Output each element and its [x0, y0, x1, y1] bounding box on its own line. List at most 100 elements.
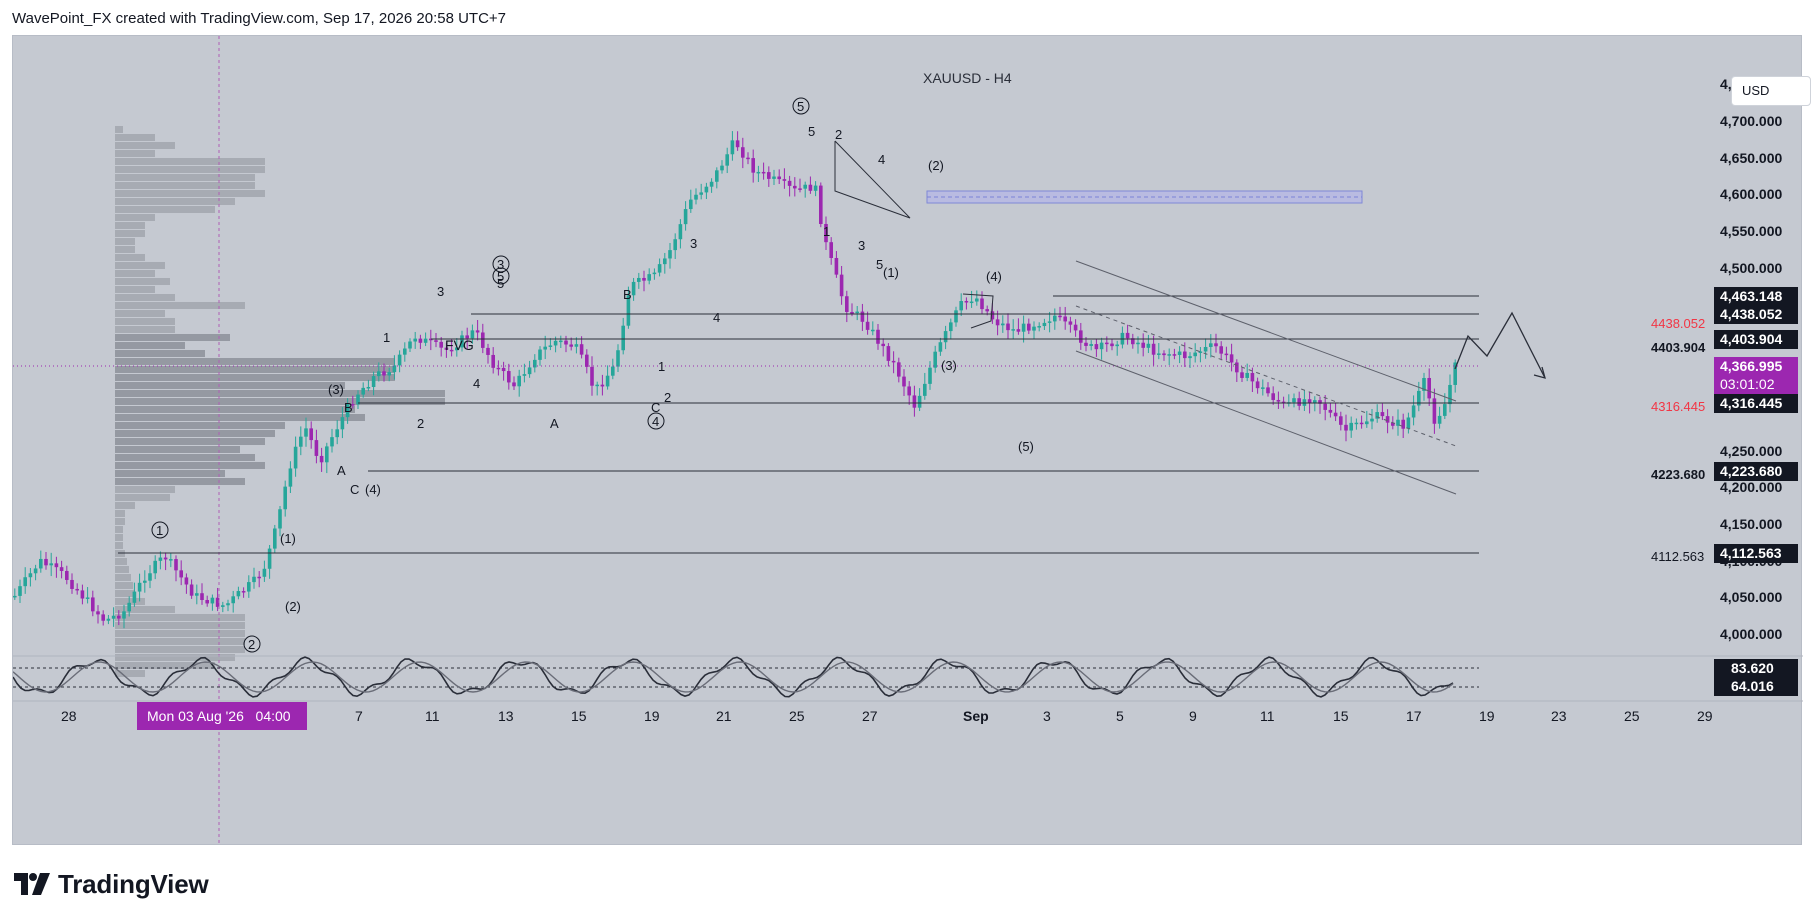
- candle-body: [839, 274, 844, 297]
- candle-body: [1162, 353, 1166, 356]
- oscillator-line-d: [13, 661, 1454, 693]
- candle-body: [538, 349, 542, 360]
- volume-profile-bar: [115, 222, 145, 229]
- candle-body: [1349, 422, 1353, 431]
- wave-label: A: [550, 416, 559, 431]
- volume-profile-bar: [115, 342, 185, 349]
- candle-body: [725, 154, 729, 166]
- candle-body: [153, 560, 157, 574]
- candle-body: [1250, 372, 1255, 382]
- candle-body: [1307, 399, 1312, 403]
- candle-body: [1193, 352, 1197, 357]
- candle-body: [585, 354, 589, 367]
- candle-body: [1401, 419, 1405, 429]
- candle-body: [1011, 329, 1015, 331]
- candle-body: [855, 311, 859, 314]
- candle-body: [579, 344, 584, 355]
- candle-body: [616, 350, 620, 367]
- tradingview-logo[interactable]: TradingView: [14, 867, 209, 901]
- candle-body: [813, 185, 818, 191]
- volume-profile-bar: [115, 166, 265, 173]
- candle-body: [1391, 422, 1395, 426]
- candle-body: [169, 559, 173, 561]
- candle-body: [85, 597, 90, 599]
- candle-body: [637, 277, 641, 282]
- candle-body: [288, 468, 293, 487]
- level-text-red: 4316.445: [1651, 399, 1705, 414]
- volume-profile-bar: [115, 542, 123, 549]
- candle-body: [1084, 342, 1088, 346]
- candle-body: [215, 597, 220, 607]
- volume-profile-bar: [115, 334, 230, 341]
- candle-body: [1255, 381, 1260, 389]
- chart-canvas[interactable]: XAUUSD - H4 4,750.000 4,700.000 4,650.00…: [13, 36, 1803, 846]
- candle-body: [413, 338, 417, 342]
- time-axis[interactable]: 28 7 11 13 15 19 21 25 27 Sep 3 5 9 11 1…: [61, 702, 1713, 730]
- current-price-tag-bg: [1714, 357, 1798, 395]
- candle-body: [631, 281, 636, 296]
- candle-body: [1271, 393, 1275, 400]
- candle-body: [860, 311, 865, 322]
- time-label: 25: [789, 708, 805, 724]
- candle-body: [455, 347, 459, 351]
- candle-body: [1016, 329, 1021, 332]
- candle-body: [356, 394, 360, 405]
- time-label: 13: [498, 708, 514, 724]
- candle-body: [647, 274, 651, 281]
- volume-profile-bar: [115, 390, 445, 397]
- candle-body: [512, 382, 516, 387]
- wave-label: A: [337, 463, 346, 478]
- candle-body: [891, 360, 896, 363]
- candle-body: [782, 179, 787, 181]
- price-axis[interactable]: 4,750.000 4,700.000 4,650.000 4,600.000 …: [1720, 76, 1782, 642]
- candle-body: [1245, 372, 1249, 378]
- level-tag-bg: [1714, 462, 1798, 481]
- volume-profile-bar: [115, 446, 240, 453]
- time-label: 19: [1479, 708, 1495, 724]
- channel-lower: [1075, 350, 1457, 495]
- candle-body: [28, 573, 33, 578]
- volume-profile-bar: [115, 582, 133, 589]
- wave-label: (1): [883, 265, 899, 280]
- price-label: 4,650.000: [1720, 150, 1782, 166]
- candle-body: [626, 295, 631, 326]
- volume-profile-bar: [115, 574, 131, 581]
- circled-wave-marker: [243, 635, 261, 653]
- candle-body: [1229, 354, 1234, 363]
- candle-body: [366, 386, 371, 389]
- candle-body: [995, 319, 1000, 326]
- level-tag-bg: [1714, 544, 1798, 563]
- time-label: 5: [1116, 708, 1124, 724]
- candle-body: [527, 367, 532, 375]
- candle-body: [247, 582, 251, 592]
- candle-body: [1177, 351, 1182, 355]
- wave-label: (2): [285, 599, 301, 614]
- candle-body: [1172, 354, 1177, 356]
- candle-body: [262, 568, 267, 577]
- candle-body: [1365, 421, 1369, 425]
- volume-profile-bar: [115, 302, 245, 309]
- candle-body: [278, 509, 282, 529]
- candle-body: [1058, 315, 1062, 318]
- wave-labels: 5 5 2 4 (2) 1 3 5 (1) (4) (3) (5) 3 3 5 …: [151, 97, 1034, 653]
- candle-body: [949, 322, 953, 332]
- time-label: 3: [1043, 708, 1051, 724]
- time-label: 15: [571, 708, 587, 724]
- volume-profile-bar: [115, 454, 255, 461]
- candle-body: [1125, 332, 1130, 339]
- triangle-pattern: [834, 140, 911, 219]
- candle-body: [845, 296, 849, 312]
- candle-body: [574, 344, 579, 347]
- candle-body: [865, 321, 870, 330]
- candle-body: [75, 588, 79, 591]
- candle-body: [694, 194, 698, 200]
- volume-profile-bar: [115, 534, 123, 541]
- volume-profile-bar: [115, 374, 395, 381]
- chart-area[interactable]: XAUUSD - H4 4,750.000 4,700.000 4,650.00…: [12, 35, 1811, 846]
- candle-body: [689, 199, 693, 210]
- candle-body: [205, 600, 209, 604]
- volume-profile-bar: [115, 286, 155, 293]
- candle-body: [1027, 323, 1031, 331]
- candle-body: [746, 157, 750, 160]
- currency-selector-button[interactable]: USD: [1731, 76, 1811, 106]
